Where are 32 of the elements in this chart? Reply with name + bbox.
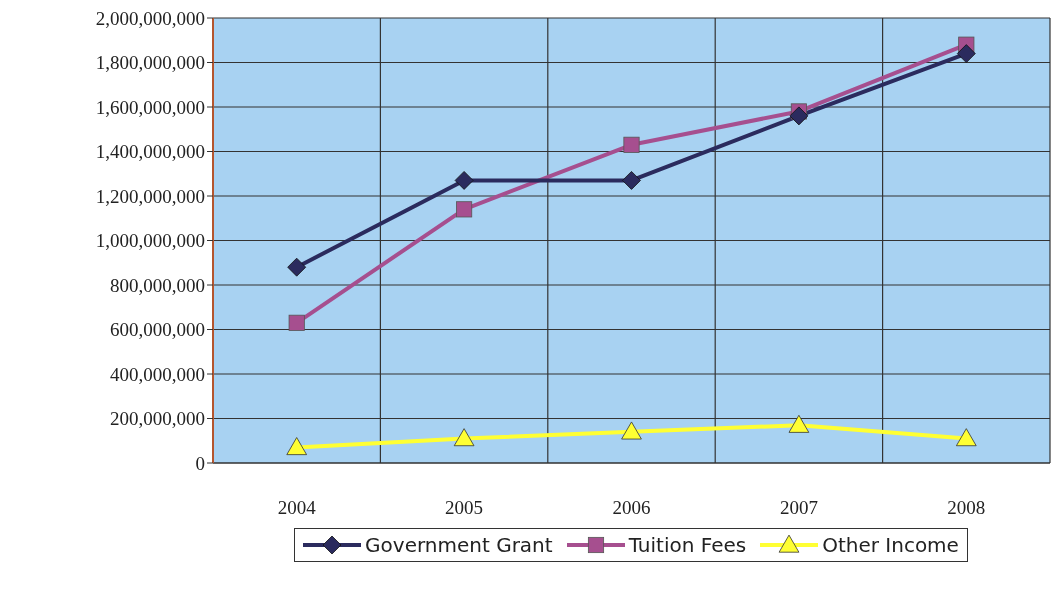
- point: [288, 314, 305, 331]
- point: [453, 428, 475, 447]
- point: [456, 201, 473, 218]
- point: [789, 106, 809, 126]
- legend-label: Other Income: [821, 533, 959, 557]
- point: [454, 171, 474, 190]
- y-tick-label: 800,000,000: [110, 274, 205, 296]
- x-tick-label: 2006: [612, 497, 651, 519]
- legend-label: Government Grant: [364, 533, 553, 557]
- y-tick-label: 1,800,000,000: [95, 52, 205, 74]
- y-tick-label: 2,000,000,000: [95, 7, 205, 29]
- y-tick-label: 1,000,000,000: [95, 230, 205, 252]
- y-tick-label: 1,400,000,000: [95, 141, 205, 163]
- point: [956, 428, 977, 447]
- point: [621, 421, 642, 440]
- point: [286, 437, 307, 456]
- y-tick-label: 1,200,000,000: [95, 185, 205, 207]
- point: [623, 136, 640, 153]
- y-tick-label: 600,000,000: [110, 319, 205, 341]
- y-tick-label: 400,000,000: [110, 363, 205, 385]
- point: [622, 171, 641, 190]
- x-tick-label: 2004: [277, 497, 317, 519]
- y-tick-label: 200,000,000: [110, 408, 205, 430]
- point: [287, 257, 307, 277]
- legend-label: Tuition Fees: [627, 533, 747, 557]
- x-tick-label: 2007: [779, 497, 818, 519]
- y-tick-label: 0: [195, 452, 205, 474]
- point: [956, 44, 976, 63]
- y-tick-label: 1,600,000,000: [95, 96, 205, 118]
- point: [788, 414, 810, 433]
- x-tick-label: 2008: [947, 497, 986, 519]
- x-tick-label: 2005: [445, 497, 484, 519]
